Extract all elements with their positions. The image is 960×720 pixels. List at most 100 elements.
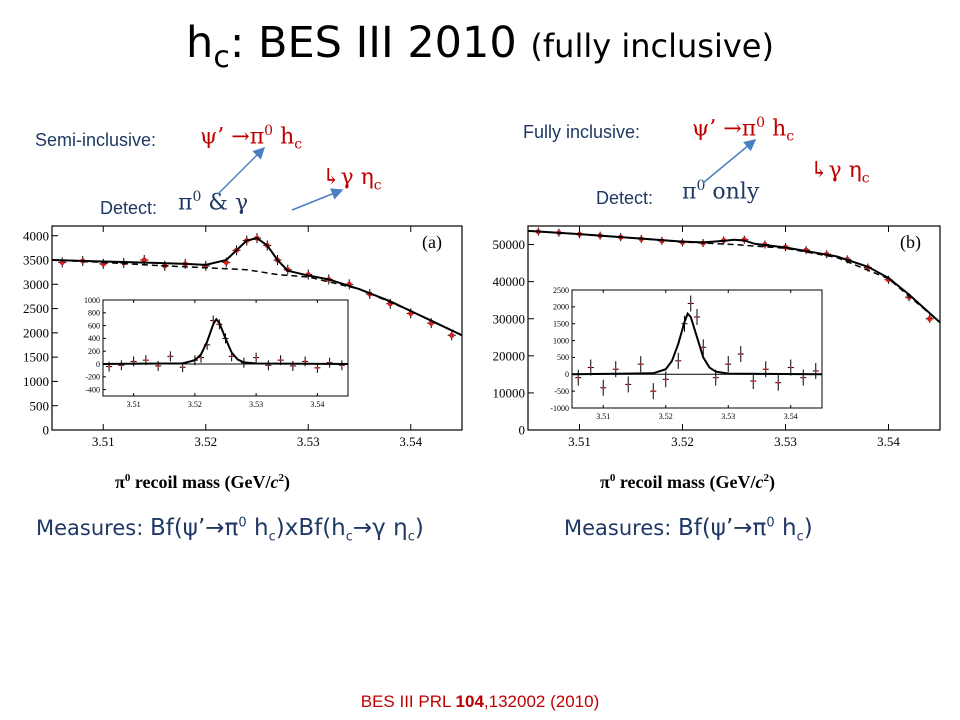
a-inset-fit-line	[102, 317, 349, 365]
b-inset-ytick-label: 1500	[553, 320, 569, 329]
a-inset-data-point	[265, 360, 272, 371]
a-xtick-label: 3.51	[92, 434, 115, 449]
a-data-point	[447, 330, 456, 341]
b-inset-data-point	[625, 376, 632, 393]
b-ytick-label: 10000	[493, 385, 526, 400]
a-ytick-label: 1500	[23, 350, 49, 365]
b-inset-data-point	[737, 346, 744, 363]
semi-detect-value: π0 & γ	[178, 189, 249, 216]
b-inset-data-point	[587, 359, 594, 376]
a-inset-data-point	[289, 360, 296, 371]
b-inset-data-point	[750, 373, 757, 390]
b-inset-xtick-label: 3.53	[721, 412, 735, 421]
b-inset-ytick-label: 0	[565, 370, 569, 379]
a-ytick-label: 0	[43, 423, 50, 438]
b-inset-data-point	[700, 339, 707, 356]
a-inset-ytick-label: -200	[85, 373, 100, 382]
xlabel-b: π0 recoil mass (GeV/c2)	[600, 472, 776, 492]
a-inset-ytick-label: 600	[88, 321, 100, 330]
arrow-pi0-right	[702, 139, 757, 184]
a-fit-line	[51, 237, 463, 337]
full-detect-value: π0 only	[682, 178, 760, 205]
b-inset-data-point	[650, 383, 657, 400]
b-inset-data-point	[725, 356, 732, 373]
a-inset-xtick-label: 3.54	[310, 400, 324, 409]
measures-left: Measures: Bf(ψ’→π0 hc)xBf(hc→γ ηc)	[36, 515, 424, 545]
b-xtick-label: 3.53	[774, 434, 797, 449]
b-xtick-label: 3.54	[877, 434, 900, 449]
b-inset-ytick-label: 500	[557, 353, 569, 362]
semi-decay: ↳γ ηc	[322, 165, 382, 194]
a-inset-frame	[102, 299, 349, 397]
b-xtick-label: 3.51	[568, 434, 591, 449]
arrow-pi0-left	[217, 146, 266, 195]
b-inset-data-point	[787, 359, 794, 376]
a-inset-xtick-label: 3.53	[249, 400, 263, 409]
b-inset-data-point	[575, 369, 582, 386]
a-xtick-label: 3.54	[399, 434, 422, 449]
a-inset-data-point	[326, 357, 333, 368]
a-ytick-label: 1000	[23, 374, 49, 389]
b-ytick-label: 20000	[493, 348, 526, 363]
b-ytick-label: 50000	[493, 237, 526, 252]
b-ytick-label: 40000	[493, 274, 526, 289]
b-inset-ytick-label: -500	[554, 387, 569, 396]
plot-a: 3.51 3.52 3.53 3.54050010001500200025003000…	[23, 225, 463, 449]
full-decay: ↳γ ηc	[810, 158, 870, 187]
b-inset-data-point	[694, 308, 700, 325]
b-inset-ytick-label: 2500	[553, 286, 569, 295]
a-background-line	[51, 259, 463, 336]
a-ytick-label: 4000	[23, 228, 49, 243]
a-inset-ytick-label: 1000	[84, 296, 100, 305]
b-inset-data-point	[812, 362, 819, 379]
b-xtick-label: 3.52	[671, 434, 694, 449]
b-inset-ytick-label: -1000	[550, 404, 569, 413]
b-ytick-label: 30000	[493, 311, 526, 326]
a-ytick-label: 2000	[23, 325, 49, 340]
full-inclusive-label: Fully inclusive:	[523, 122, 641, 142]
b-inset-data-point	[662, 371, 669, 388]
xlabel-a: π0 recoil mass (GeV/c2)	[115, 472, 291, 492]
a-ytick-label: 500	[30, 398, 50, 413]
semi-detect-label: Detect:	[100, 198, 158, 218]
measures-right: Measures: Bf(ψ’→π0 hc)	[564, 515, 813, 545]
b-inset-frame	[571, 289, 823, 409]
a-inset-xtick-label: 3.51	[127, 400, 141, 409]
a-xtick-label: 3.52	[194, 434, 217, 449]
a-inset-ytick-label: 0	[96, 360, 100, 369]
citation: BES III PRL 104,132002 (2010)	[360, 692, 600, 711]
b-inset-ytick-label: 2000	[553, 303, 569, 312]
full-reaction: ψ’ →π0 hc	[692, 115, 795, 145]
b-inset-data-point	[800, 369, 807, 386]
b-data-point	[925, 314, 934, 323]
b-inset-xtick-label: 3.51	[596, 412, 610, 421]
b-ytick-label: 0	[519, 423, 526, 438]
slide-title: hc: BES III 2010 (fully inclusive)	[186, 18, 774, 75]
b-inset-data-point	[600, 379, 607, 396]
semi-reaction: ψ’ →π0 hc	[200, 123, 303, 153]
a-inset-ytick-label: 200	[88, 347, 100, 356]
plot-b: 3.51 3.52 3.53 3.54010000200003000040000500…	[493, 225, 941, 449]
b-inset-data-point	[675, 352, 682, 369]
b-inset-xtick-label: 3.54	[784, 412, 798, 421]
a-panel-label: (a)	[422, 232, 442, 253]
a-xtick-label: 3.53	[297, 434, 320, 449]
b-inset-data-point	[687, 295, 694, 312]
a-inset-ytick-label: 800	[88, 309, 100, 318]
b-inset-fit-line	[571, 311, 823, 376]
full-detect-label: Detect:	[596, 188, 654, 208]
b-panel-label: (b)	[900, 232, 921, 253]
a-inset-data-point	[167, 351, 174, 362]
a-inset-xtick-label: 3.52	[188, 400, 202, 409]
a-ytick-label: 2500	[23, 301, 49, 316]
a-inset-ytick-label: -400	[85, 385, 100, 394]
a-inset-ytick-label: 400	[88, 334, 100, 343]
b-inset-data-point	[637, 356, 644, 373]
b-inset-xtick-label: 3.52	[659, 412, 673, 421]
a-ytick-label: 3000	[23, 277, 49, 292]
a-inset-data-point	[130, 356, 137, 367]
a-ytick-label: 3500	[23, 253, 49, 268]
a-inset-data-point	[302, 356, 309, 367]
a-inset-data-point	[253, 352, 260, 363]
semi-inclusive-label: Semi-inclusive:	[35, 130, 157, 150]
